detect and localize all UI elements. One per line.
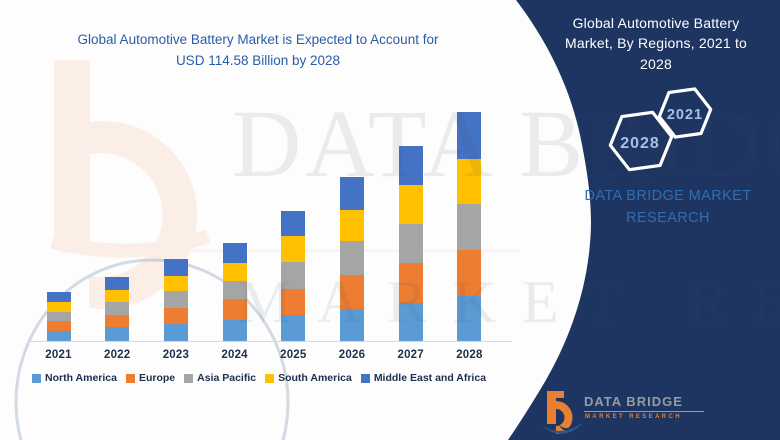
bar-segment-2022-north-america	[105, 327, 130, 341]
bar-segment-2026-europe	[340, 275, 364, 310]
chart-title-line1: Global Automotive Battery Market is Expe…	[77, 32, 439, 47]
bar-segment-2021-south-america	[46, 302, 71, 312]
bar-segment-2027-north-america	[398, 303, 423, 341]
legend-swatch	[184, 373, 194, 383]
legend: North America Europe Asia Pacific South Ame…	[32, 372, 524, 384]
x-tick-2027: 2027	[397, 349, 424, 361]
bar-segment-2027-asia-pacific	[398, 224, 423, 264]
legend-label: South America	[278, 372, 352, 384]
bar-segment-2023-asia-pacific	[163, 291, 188, 308]
bar-segment-2025-middle-east-and-africa	[281, 211, 306, 236]
bar-segment-2028-europe	[457, 250, 482, 296]
chart-title: Global Automotive Battery Market is Expe…	[38, 30, 478, 72]
bar-segment-2024-asia-pacific	[222, 281, 247, 299]
bar-segment-2024-europe	[222, 298, 247, 320]
chart-title-line2: USD 114.58 Billion by 2028	[175, 52, 341, 68]
bar-segment-2028-north-america	[457, 295, 482, 341]
bar-segment-2027-south-america	[398, 185, 423, 225]
legend-swatch	[265, 373, 275, 383]
watermark-b-stem	[54, 60, 90, 248]
watermark-circle	[14, 258, 290, 440]
legend-label: Asia Pacific	[197, 372, 257, 384]
x-tick-2022: 2022	[103, 349, 131, 361]
legend-item-middle-east-and-africa: Middle East and Africa	[360, 372, 487, 384]
bar-segment-2021-asia-pacific	[46, 311, 71, 322]
bar-segment-2026-north-america	[340, 309, 364, 341]
bar-segment-2025-north-america	[281, 314, 306, 341]
bar-segment-2025-asia-pacific	[281, 262, 306, 289]
x-tick-2026: 2026	[338, 349, 366, 361]
bar-segment-2028-middle-east-and-africa	[457, 111, 482, 159]
bar-segment-2023-middle-east-and-africa	[163, 259, 188, 276]
bar-segment-2022-asia-pacific	[105, 302, 130, 315]
legend-item-europe: Europe	[125, 372, 176, 384]
bar-segment-2022-europe	[105, 314, 130, 328]
legend-label: North America	[45, 372, 117, 384]
x-tick-2028: 2028	[456, 349, 483, 361]
legend-swatch	[360, 373, 370, 383]
legend-item-asia-pacific: Asia Pacific	[184, 372, 256, 384]
legend-swatch	[125, 373, 135, 383]
side-panel-shape	[508, 0, 780, 440]
x-tick-2023: 2023	[162, 349, 190, 361]
bar-segment-2028-south-america	[457, 158, 482, 204]
bar-segment-2022-middle-east-and-africa	[105, 276, 130, 290]
bar-segment-2023-europe	[163, 307, 188, 324]
x-axis-line	[28, 341, 512, 342]
bar-segment-2024-north-america	[222, 319, 247, 341]
bar-segment-2025-europe	[281, 288, 306, 315]
bar-segment-2024-south-america	[222, 263, 247, 282]
bar-segment-2026-south-america	[340, 210, 364, 242]
bar-segment-2025-south-america	[281, 236, 306, 262]
x-tick-2024: 2024	[221, 349, 248, 361]
legend-item-south-america: South America	[265, 372, 352, 384]
x-tick-2025: 2025	[280, 349, 307, 361]
bar-segment-2022-south-america	[105, 289, 130, 302]
bar-segment-2021-europe	[46, 321, 71, 331]
bar-segment-2023-south-america	[163, 275, 188, 292]
chart-area: Global Automotive Battery Market is Expe…	[28, 30, 524, 384]
x-tick-2021: 2021	[45, 349, 72, 361]
legend-item-north-america: North America	[32, 372, 117, 384]
bar-segment-2023-north-america	[163, 324, 188, 341]
bar-segment-2026-asia-pacific	[340, 241, 364, 276]
legend-label: Middle East and Africa	[373, 372, 487, 384]
bar-segment-2028-asia-pacific	[457, 204, 482, 251]
bar-segment-2021-middle-east-and-africa	[46, 292, 71, 303]
bar-segment-2021-north-america	[46, 330, 71, 341]
watermark-swoosh	[50, 229, 211, 258]
bar-segment-2027-middle-east-and-africa	[398, 146, 423, 186]
legend-label: Europe	[138, 372, 176, 384]
bar-segment-2027-europe	[398, 263, 423, 304]
legend-swatch	[32, 373, 41, 383]
bar-segment-2026-middle-east-and-africa	[340, 177, 364, 211]
bar-segment-2024-middle-east-and-africa	[222, 243, 247, 264]
